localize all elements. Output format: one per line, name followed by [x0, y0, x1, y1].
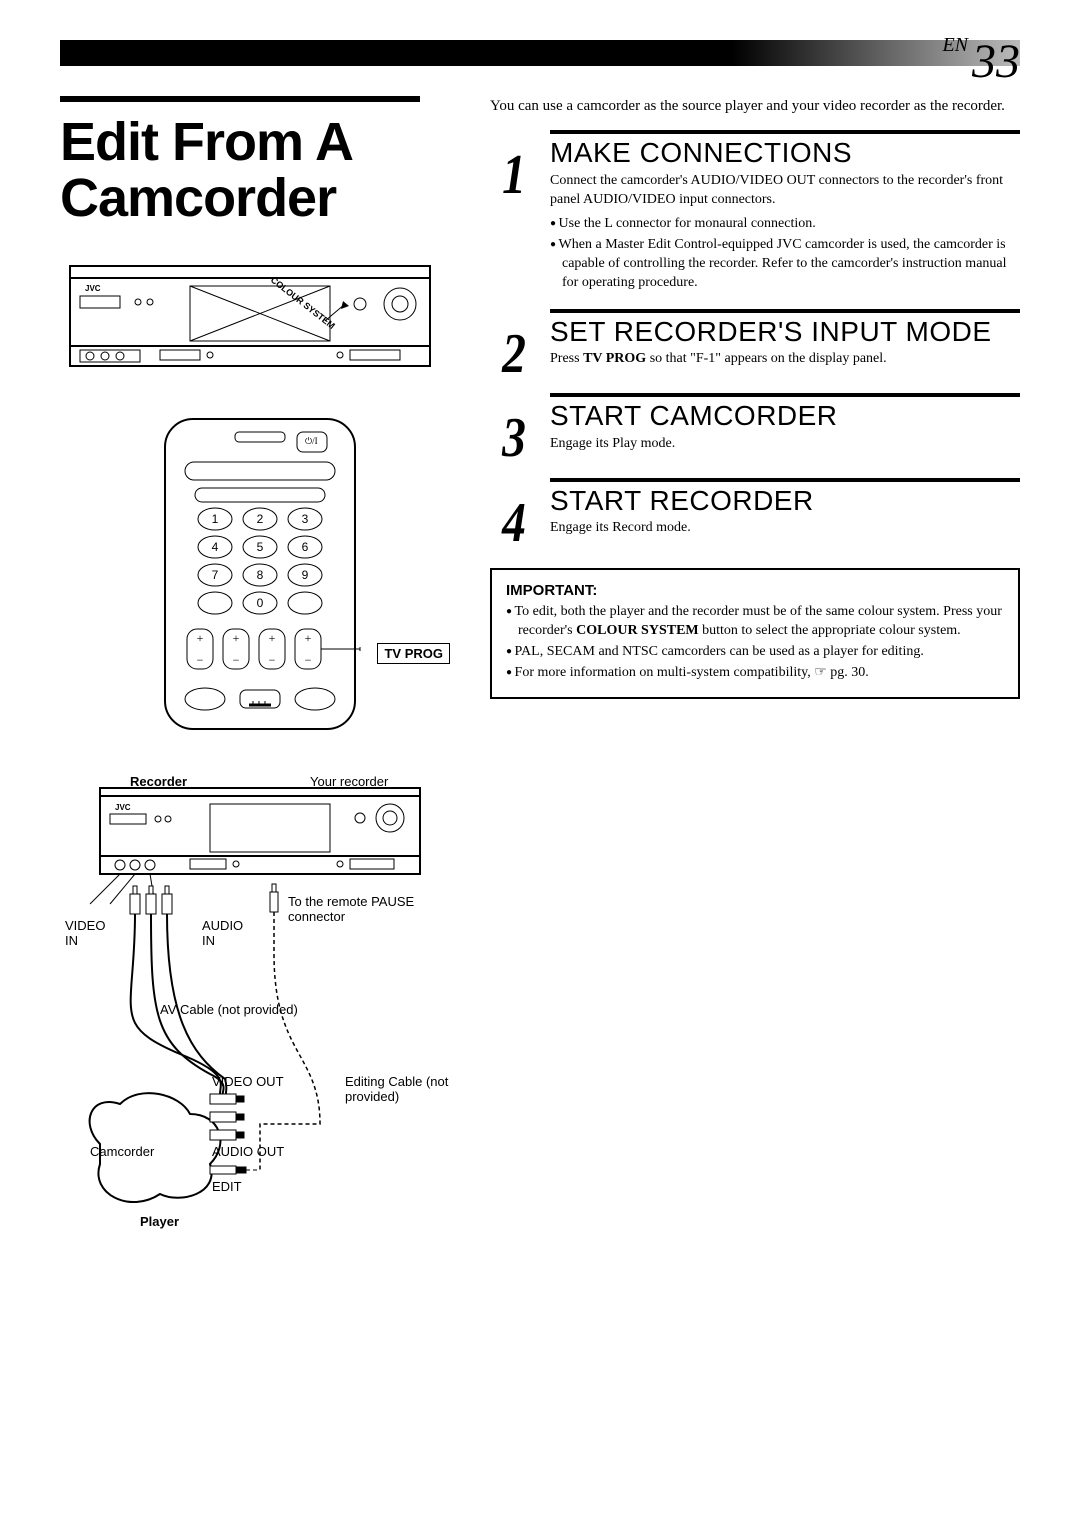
step-bullets: Use the L connector for monaural connect…: [550, 215, 1020, 293]
important-item: For more information on multi-system com…: [506, 664, 1004, 683]
step-rule: [550, 309, 1020, 313]
step: 1 MAKE CONNECTIONS Connect the camcorder's…: [490, 130, 1020, 295]
svg-text:7: 7: [212, 568, 219, 582]
step-title: START CAMCORDER: [550, 401, 1020, 430]
camcorder-label: Camcorder: [90, 1144, 154, 1159]
svg-text:0: 0: [257, 596, 264, 610]
svg-text:+: +: [197, 631, 204, 645]
step: 4 START RECORDER Engage its Record mode.: [490, 478, 1020, 548]
step-number: 4: [502, 498, 526, 548]
step-rule: [550, 130, 1020, 134]
av-cable-label: AV Cable (not provided): [160, 1002, 298, 1017]
page-title: Edit From A Camcorder: [60, 114, 460, 226]
step-number: 3: [502, 413, 526, 463]
svg-text:2: 2: [257, 512, 264, 526]
page-num-value: 33: [972, 35, 1020, 88]
intro-text: You can use a camcorder as the source pl…: [490, 96, 1020, 116]
step: 3 START CAMCORDER Engage its Play mode.: [490, 393, 1020, 463]
step: 2 SET RECORDER'S INPUT MODE Press TV PROG …: [490, 309, 1020, 379]
step-body: Engage its Record mode.: [550, 519, 1020, 538]
step-number: 2: [502, 329, 526, 379]
svg-text:+: +: [233, 631, 240, 645]
remote-illustration: ⏻/I 1 2 3 4 5 6 7 8 9 0: [70, 414, 450, 744]
svg-text:3: 3: [302, 512, 309, 526]
svg-text:8: 8: [257, 568, 264, 582]
svg-text:−: −: [269, 653, 276, 667]
important-item: PAL, SECAM and NTSC camcorders can be us…: [506, 643, 1004, 662]
video-out-label: VIDEO OUT: [212, 1074, 284, 1089]
svg-text:9: 9: [302, 568, 309, 582]
svg-text:+: +: [269, 631, 276, 645]
svg-text:+: +: [305, 631, 312, 645]
right-column: You can use a camcorder as the source pl…: [490, 96, 1020, 1244]
svg-text:⏻/I: ⏻/I: [305, 436, 318, 446]
step-body: Engage its Play mode.: [550, 435, 1020, 454]
player-label: Player: [140, 1214, 179, 1229]
important-heading: IMPORTANT:: [506, 582, 1004, 599]
connection-diagram: Recorder Your recorder JVC: [60, 774, 460, 1244]
audio-out-label: AUDIO OUT: [212, 1144, 284, 1159]
edit-label: EDIT: [212, 1179, 242, 1194]
svg-text:5: 5: [257, 540, 264, 554]
step-bullet: Use the L connector for monaural connect…: [550, 215, 1020, 234]
header-gradient-bar: EN 33: [60, 40, 1020, 66]
video-in-label: VIDEO IN: [65, 918, 105, 948]
pause-connector-label: To the remote PAUSE connector: [288, 894, 438, 924]
editing-cable-label: Editing Cable (not provided): [345, 1074, 455, 1104]
svg-text:−: −: [233, 653, 240, 667]
step-rule: [550, 393, 1020, 397]
svg-text:6: 6: [302, 540, 309, 554]
important-item: To edit, both the player and the recorde…: [506, 603, 1004, 641]
step-title: START RECORDER: [550, 486, 1020, 515]
step-body: Press TV PROG so that "F-1" appears on t…: [550, 350, 1020, 369]
title-rule: [60, 96, 420, 102]
svg-text:−: −: [197, 653, 204, 667]
page-number: EN 33: [942, 34, 1020, 89]
step-body: Connect the camcorder's AUDIO/VIDEO OUT …: [550, 172, 1020, 210]
step-number: 1: [502, 150, 526, 200]
step-title: SET RECORDER'S INPUT MODE: [550, 317, 1020, 346]
svg-text:JVC: JVC: [115, 803, 131, 812]
step-bullet: When a Master Edit Control-equipped JVC …: [550, 236, 1020, 293]
left-column: Edit From A Camcorder JVC COLOUR SYSTEM: [60, 96, 460, 1244]
page-lang: EN: [942, 34, 968, 56]
step-rule: [550, 478, 1020, 482]
vcr-illustration: JVC COLOUR SYSTEM: [60, 256, 440, 386]
svg-text:JVC: JVC: [85, 284, 101, 293]
svg-text:4: 4: [212, 540, 219, 554]
tv-prog-callout: TV PROG: [377, 643, 450, 664]
step-title: MAKE CONNECTIONS: [550, 138, 1020, 167]
svg-text:1: 1: [212, 512, 219, 526]
svg-text:−: −: [305, 653, 312, 667]
audio-in-label: AUDIO IN: [202, 918, 243, 948]
important-box: IMPORTANT: To edit, both the player and …: [490, 568, 1020, 699]
